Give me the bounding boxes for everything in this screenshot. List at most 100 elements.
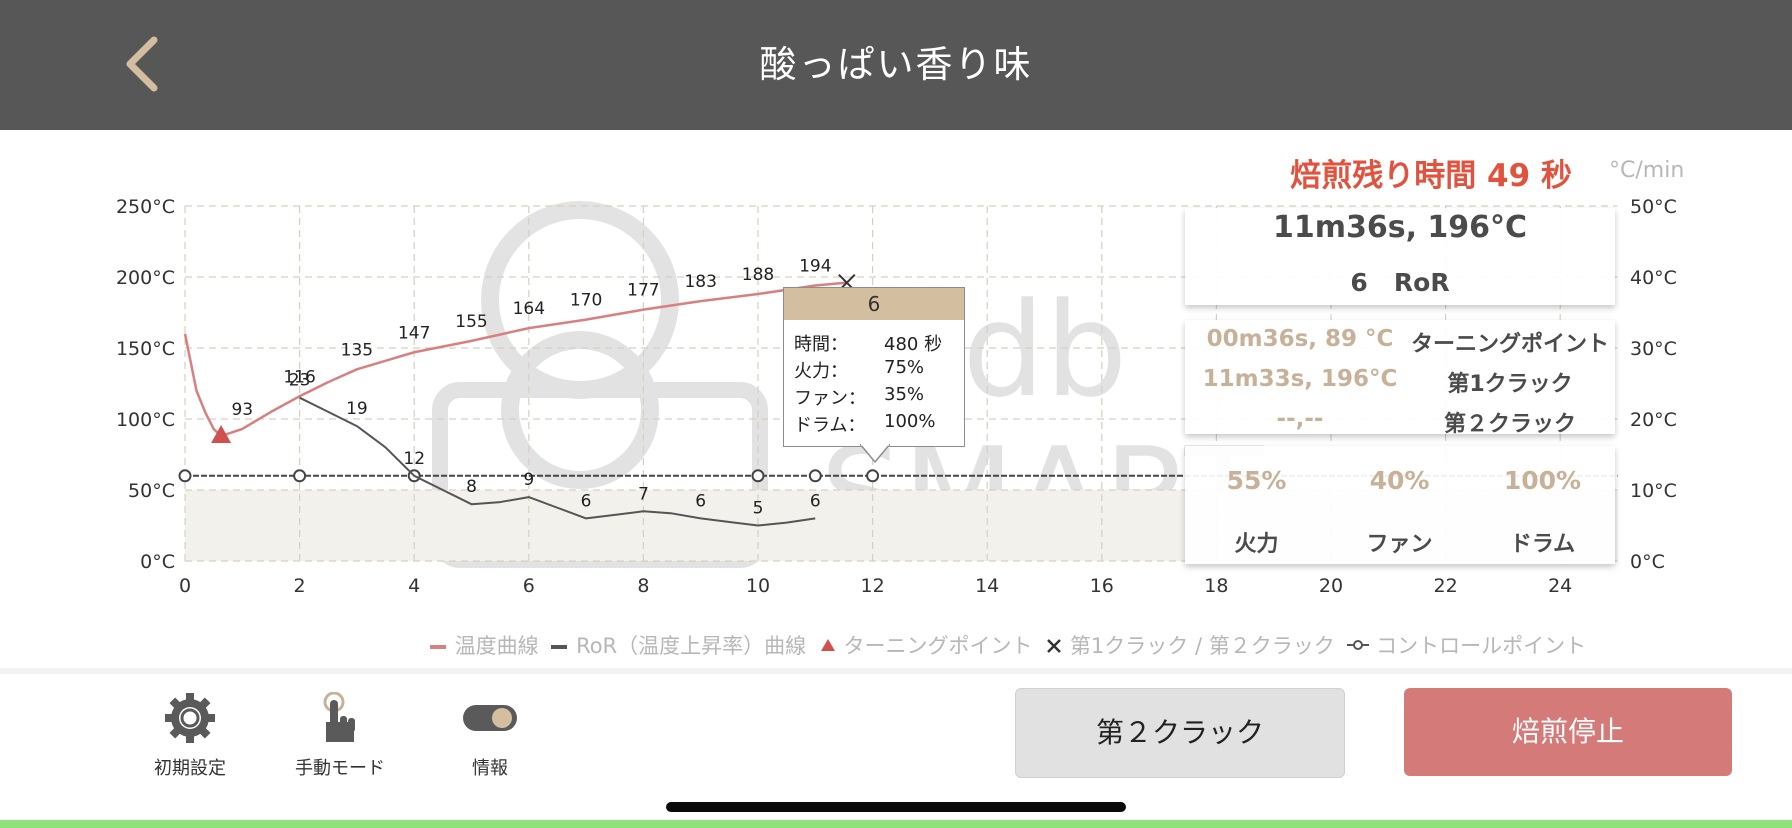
x-tick-label: 0	[179, 575, 191, 597]
settings-label: 初期設定	[154, 758, 226, 779]
setting-heat: 55% 火力	[1185, 446, 1328, 564]
legend-turning-triangle-icon	[820, 639, 835, 651]
y-right-tick-label: 40°C	[1630, 267, 1677, 289]
touch-hand-icon	[323, 692, 355, 742]
tooltip-key: 時間：	[794, 334, 848, 355]
chart-legend: 温度曲線 RoR（温度上昇率）曲線 ターニングポイント 第1クラック / 第２ク…	[430, 630, 1680, 660]
roast-chart: ndb SMART 0°C50°C100°C150°C200°C250°C0°C…	[116, 196, 1677, 597]
home-indicator	[666, 802, 1126, 812]
legend-turning: ターニングポイント	[843, 634, 1033, 658]
control-point-marker	[178, 469, 192, 483]
y-right-tick-label: 10°C	[1630, 480, 1677, 502]
control-point-tooltip: 6 時間： 480 秒 火力： 75% ファン： 35% ドラム： 100%	[783, 287, 965, 447]
temperature-data-label: 177	[627, 281, 659, 301]
manual-mode-label: 手動モード	[295, 758, 385, 779]
temperature-data-label: 135	[341, 340, 373, 360]
tooltip-key: 火力：	[794, 361, 848, 382]
temperature-data-label: 164	[513, 299, 545, 319]
setting-value: 55%	[1226, 466, 1287, 495]
tooltip-key: ファン：	[794, 388, 866, 409]
y-right-tick-label: 30°C	[1630, 338, 1677, 360]
event-label: 第1クラック	[1447, 372, 1573, 397]
ror-data-label: 6	[810, 491, 821, 511]
x-tick-label: 6	[523, 575, 535, 597]
x-tick-label: 8	[637, 575, 649, 597]
ror-unit-label: °C/min	[1609, 158, 1685, 183]
temperature-data-label: 170	[570, 291, 602, 311]
settings-panel: 55% 火力 40% ファン 100% ドラム	[1185, 446, 1615, 564]
x-tick-label: 24	[1548, 575, 1572, 597]
ror-data-label: 7	[638, 484, 649, 504]
stop-roast-button[interactable]: 焙煎停止	[1404, 688, 1732, 776]
ror-data-label: 6	[695, 491, 706, 511]
setting-label: ファン	[1366, 532, 1433, 557]
setting-value: 40%	[1369, 466, 1430, 495]
ror-curve	[299, 396, 816, 527]
temperature-data-label: 194	[799, 257, 831, 277]
tooltip-value: 480 秒	[884, 334, 943, 355]
x-tick-label: 12	[861, 575, 885, 597]
y-left-tick-label: 200°C	[116, 267, 175, 289]
legend-crack: 第1クラック / 第２クラック	[1069, 634, 1335, 658]
bottom-accent-bar	[0, 820, 1792, 828]
ror-data-label: 5	[753, 499, 764, 519]
x-tick-label: 4	[408, 575, 420, 597]
tooltip-value: 100%	[884, 411, 936, 432]
legend-ror-swatch-icon	[551, 645, 568, 649]
y-left-tick-label: 100°C	[116, 409, 175, 431]
chart-axes: 0°C50°C100°C150°C200°C250°C0°C10°C20°C30…	[116, 196, 1677, 597]
ror-data-label: 8	[466, 477, 477, 497]
legend-crack-x-icon	[1047, 639, 1062, 653]
y-right-tick-label: 20°C	[1630, 409, 1677, 431]
temperature-data-label: 183	[684, 272, 716, 292]
event-value: 00m36s, 89 °C	[1206, 326, 1394, 352]
x-tick-label: 16	[1090, 575, 1114, 597]
temperature-data-label: 155	[455, 312, 487, 332]
x-tick-label: 2	[294, 575, 306, 597]
y-left-tick-label: 250°C	[116, 196, 175, 218]
setting-fan: 40% ファン	[1328, 446, 1471, 564]
second-crack-button[interactable]: 第２クラック	[1015, 688, 1345, 778]
header-bar: 酸っぱい香り味	[0, 0, 1792, 130]
event-value: 11m33s, 196°C	[1202, 366, 1398, 392]
temperature-data-label: 93	[231, 400, 253, 420]
y-right-tick-label: 50°C	[1630, 196, 1677, 218]
ror-data-label: 12	[403, 449, 425, 469]
x-tick-label: 10	[746, 575, 770, 597]
gear-icon	[165, 693, 215, 743]
ror-value: 6	[1350, 268, 1368, 297]
legend-ror: RoR（温度上昇率）曲線	[576, 634, 807, 658]
events-panel: 00m36s, 89 °C ターニングポイント 11m33s, 196°C 第1…	[1185, 320, 1615, 437]
tooltip-pointer	[860, 444, 890, 464]
temperature-data-label: 188	[742, 265, 774, 285]
ror-data-label: 23	[289, 371, 311, 391]
control-point-marker	[293, 469, 307, 483]
ror-data-label: 9	[523, 470, 534, 490]
event-label: ターニングポイント	[1410, 332, 1609, 357]
setting-value: 100%	[1503, 466, 1582, 495]
y-left-tick-label: 50°C	[128, 480, 175, 502]
toolbar-separator	[0, 668, 1792, 674]
x-tick-label: 18	[1204, 575, 1228, 597]
roast-remaining-time: 焙煎残り時間 49 秒	[1290, 158, 1572, 194]
tooltip-value: 75%	[884, 357, 925, 378]
event-first-crack: 11m33s, 196°C 第1クラック	[1185, 366, 1615, 402]
temperature-data-label: 147	[398, 323, 430, 343]
ror-data-label: 19	[346, 399, 368, 419]
event-label: 第２クラック	[1443, 412, 1576, 437]
legend-temp: 温度曲線	[454, 634, 539, 658]
current-ror: 6 RoR	[1185, 268, 1615, 297]
info-label: 情報	[472, 758, 508, 779]
y-left-tick-label: 150°C	[116, 338, 175, 360]
y-left-tick-label: 0°C	[140, 551, 175, 573]
legend-temp-swatch-icon	[430, 645, 446, 649]
back-arrow-icon[interactable]	[118, 34, 178, 94]
control-point-marker	[866, 469, 880, 483]
control-point-marker	[808, 469, 822, 483]
y-right-tick-label: 0°C	[1630, 551, 1665, 573]
x-tick-label: 14	[975, 575, 999, 597]
temperature-curve	[183, 281, 847, 438]
legend-control-point-icon	[1347, 640, 1370, 650]
page-title: 酸っぱい香り味	[759, 43, 1033, 86]
event-value: --,--	[1276, 406, 1324, 432]
